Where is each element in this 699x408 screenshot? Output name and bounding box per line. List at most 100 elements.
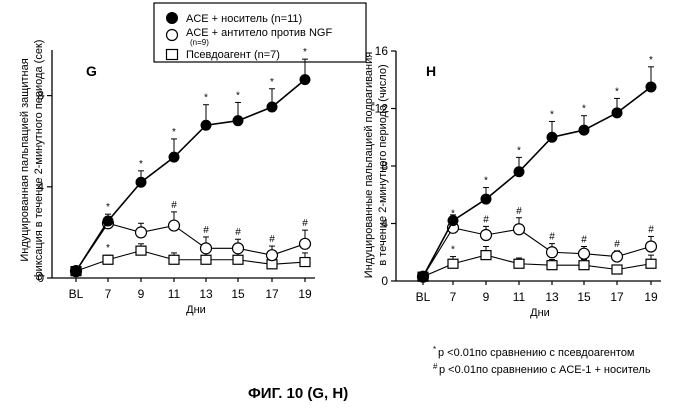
significance-mark-vehicle: * [550, 109, 554, 120]
legend: ACE + носитель (n=11) ACE + антитело про… [153, 2, 367, 63]
legend-filled-circle-marker [166, 12, 178, 24]
data-point-vehicle [299, 74, 311, 86]
data-point-sham [299, 256, 311, 268]
y-tick-label: 8 [37, 89, 44, 103]
legend-sublabel-antibody: (n=9) [190, 38, 209, 47]
series-line-vehicle [422, 86, 652, 278]
x-tick-label: 13 [545, 290, 559, 304]
significance-mark-antibody: # [648, 224, 654, 235]
x-tick-label: 19 [298, 287, 312, 301]
data-point-antibody [644, 240, 658, 253]
data-point-vehicle [645, 81, 657, 93]
footnote-symbol-star: * [433, 345, 436, 354]
data-point-sham [513, 258, 525, 269]
y-tick-label: 0 [37, 271, 44, 285]
significance-mark-vehicle: * [517, 145, 521, 156]
footnote-text-star: p <0.01по сравнению с псевдоагентом [438, 347, 635, 359]
significance-mark-vehicle: * [139, 159, 143, 170]
data-point-sham [645, 258, 657, 269]
x-tick-label: 7 [450, 290, 457, 304]
panel-label: H [426, 63, 436, 79]
x-tick-label: BL [69, 287, 84, 301]
data-point-vehicle [70, 265, 82, 277]
data-point-vehicle [266, 101, 278, 113]
data-point-vehicle [102, 215, 114, 227]
data-point-sham [168, 254, 180, 265]
data-point-antibody [479, 228, 493, 242]
y-axis-label-line2: в течение 2-минутного периода (число) [377, 64, 389, 265]
data-point-vehicle [168, 151, 180, 163]
data-point-sham [578, 260, 590, 271]
significance-mark-antibody: # [203, 225, 209, 236]
significance-mark-vehicle: * [615, 86, 619, 97]
significance-mark-antibody: # [235, 227, 241, 238]
significance-mark-antibody: * [451, 209, 455, 220]
significance-mark-vehicle: * [236, 90, 240, 101]
significance-mark-antibody: # [549, 232, 555, 243]
significance-mark-antibody: # [581, 235, 587, 246]
significance-mark-vehicle: * [484, 176, 488, 187]
data-point-vehicle [135, 176, 147, 188]
significance-mark-antibody: # [302, 218, 308, 229]
y-tick-label: 0 [381, 274, 388, 288]
x-tick-label: 19 [644, 290, 658, 304]
significance-mark-vehicle: * [303, 47, 307, 58]
x-tick-label: 15 [577, 290, 591, 304]
significance-mark-vehicle: * [204, 93, 208, 104]
x-tick-label: 15 [231, 287, 245, 301]
data-point-antibody [610, 250, 624, 263]
significance-mark-antibody: # [171, 200, 177, 211]
chart-panel-g: Индуцированная пальпацией защитная фикса… [19, 40, 315, 316]
data-point-antibody [231, 242, 245, 255]
data-point-antibody [134, 226, 148, 239]
significance-mark-vehicle: * [172, 127, 176, 138]
legend-label-sham: Псевдоагент (n=7) [186, 49, 280, 61]
x-tick-label: 17 [610, 290, 624, 304]
data-point-vehicle [232, 115, 244, 127]
data-point-antibody [265, 249, 279, 262]
y-axis-label-line1: Индуцированная пальпацией защитная [19, 58, 31, 261]
x-tick-label: 7 [105, 287, 112, 301]
data-point-antibody [512, 223, 526, 236]
data-point-sham [480, 250, 492, 261]
data-point-antibody [298, 237, 312, 250]
y-axis-label-line2: фиксация в течение 2-минутного периода (… [33, 40, 45, 281]
data-point-antibody [577, 247, 591, 260]
x-tick-label: 13 [199, 287, 213, 301]
panel-label: G [86, 63, 97, 79]
data-point-sham [546, 260, 558, 271]
y-tick-label: 4 [381, 217, 388, 231]
significance-mark-sham: * [451, 245, 455, 256]
figure-title: ФИГ. 10 (G, H) [248, 385, 348, 402]
data-point-vehicle [513, 166, 525, 178]
x-axis-label: Дни [530, 307, 550, 319]
significance-mark-antibody: # [614, 239, 620, 250]
y-tick-label: 16 [375, 44, 389, 58]
y-tick-label: 4 [37, 180, 44, 194]
significance-mark-sham: * [106, 243, 110, 254]
significance-mark-antibody: # [269, 234, 275, 245]
x-tick-label: 9 [138, 287, 145, 301]
data-point-sham [200, 254, 212, 265]
y-axis-label-line1: Индуцированные пальпацией подрагивания [363, 52, 375, 278]
x-tick-label: 11 [513, 290, 526, 304]
significance-mark-vehicle: * [649, 55, 653, 66]
significance-mark-vehicle: * [270, 77, 274, 88]
significance-mark-antibody: # [483, 214, 489, 225]
data-point-antibody [199, 242, 213, 255]
data-point-vehicle [611, 107, 623, 119]
x-axis-label: Дни [186, 304, 206, 316]
footnotes: * p <0.01по сравнению с псевдоагентом # … [433, 345, 651, 376]
legend-box [153, 2, 367, 63]
y-tick-label: 8 [381, 159, 388, 173]
y-tick-label: 12 [375, 102, 389, 116]
data-point-sham [447, 258, 459, 269]
data-point-vehicle [546, 131, 558, 143]
legend-label-antibody: ACE + антитело против NGF [186, 27, 332, 39]
legend-label-vehicle: ACE + носитель (n=11) [186, 13, 302, 25]
significance-mark-antibody: # [516, 206, 522, 217]
data-point-sham [102, 254, 114, 265]
x-tick-label: 11 [168, 287, 181, 301]
x-tick-label: 17 [265, 287, 279, 301]
